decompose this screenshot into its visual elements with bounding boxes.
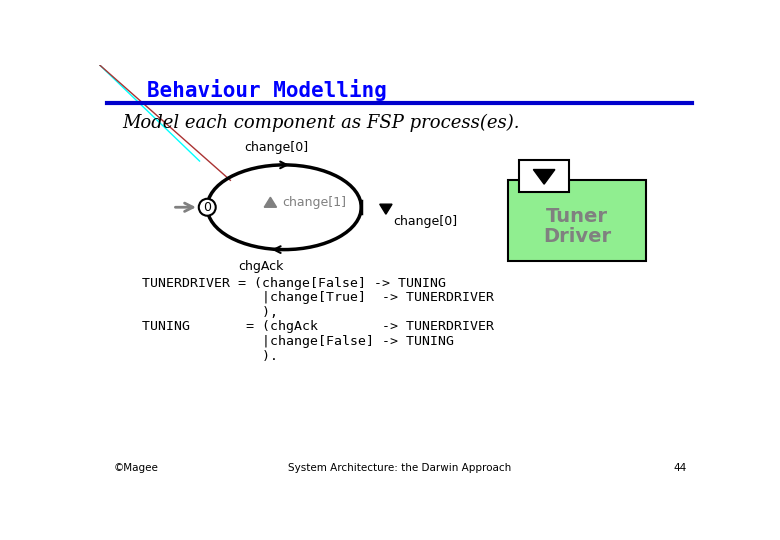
Text: ©Magee: ©Magee xyxy=(113,463,158,473)
Text: change[1]: change[1] xyxy=(282,196,346,209)
Text: 0: 0 xyxy=(204,201,211,214)
Text: chgAck: chgAck xyxy=(239,260,284,273)
Text: ),: ), xyxy=(142,306,278,319)
Polygon shape xyxy=(380,204,392,214)
Text: TUNING       = (chgAck        -> TUNERDRIVER: TUNING = (chgAck -> TUNERDRIVER xyxy=(142,320,494,333)
Text: change[0]: change[0] xyxy=(244,141,309,154)
Bar xyxy=(508,180,646,261)
Text: change[0]: change[0] xyxy=(394,214,458,228)
Bar xyxy=(519,159,569,192)
Text: Model each component as FSP process(es).: Model each component as FSP process(es). xyxy=(122,113,520,132)
Polygon shape xyxy=(534,170,555,184)
Text: |change[True]  -> TUNERDRIVER: |change[True] -> TUNERDRIVER xyxy=(142,291,494,304)
Text: Driver: Driver xyxy=(543,227,611,246)
Text: |change[False] -> TUNING: |change[False] -> TUNING xyxy=(142,335,454,348)
Circle shape xyxy=(199,199,216,215)
Text: Tuner: Tuner xyxy=(546,207,608,226)
Text: 44: 44 xyxy=(673,463,686,473)
Text: Behaviour Modelling: Behaviour Modelling xyxy=(147,79,387,101)
Text: System Architecture: the Darwin Approach: System Architecture: the Darwin Approach xyxy=(288,463,512,473)
Text: ).: ). xyxy=(142,350,278,363)
Text: TUNERDRIVER = (change[False] -> TUNING: TUNERDRIVER = (change[False] -> TUNING xyxy=(142,276,446,289)
Polygon shape xyxy=(264,197,277,207)
